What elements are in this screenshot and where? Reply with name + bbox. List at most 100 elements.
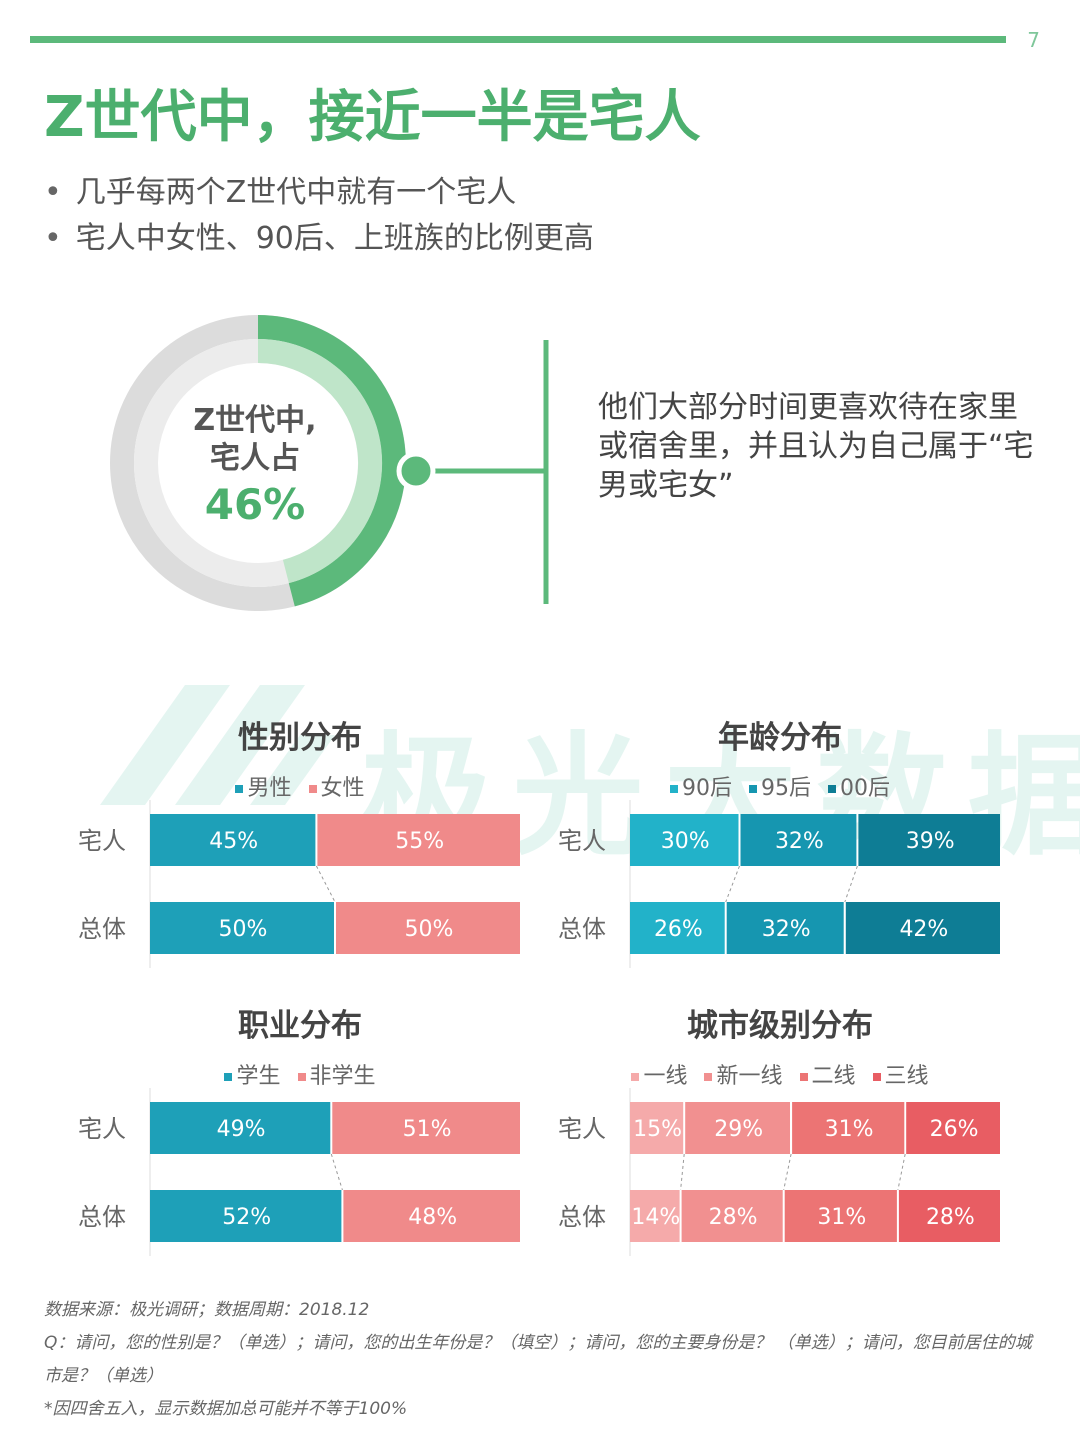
data-label: 55% [395,829,444,854]
bar-segment [726,902,844,954]
chart-legend: 90后 95后 00后 [520,770,1040,802]
legend-label: 非学生 [309,1064,376,1089]
legend-item: 学生 [224,1058,281,1090]
data-label: 52% [222,1205,271,1230]
data-label: 28% [709,1205,758,1230]
bar-segment [630,814,739,866]
legend-label: 男性 [247,776,292,801]
donut-value-arc-inner [257,339,383,584]
bar-segment [150,1190,342,1242]
chart-title: 职业分布 [238,1008,362,1044]
bar-segment [150,814,316,866]
legend-item: 90后 [670,770,732,802]
bar-segment [845,902,1000,954]
survey-question: Q：请问，您的性别是？（单选）；请问，您的出生年份是？（填空）；请问，您的主要身… [44,1333,1032,1386]
rounding-note: *因四舍五入，显示数据加总可能并不等于100% [44,1399,408,1419]
category-label: 宅人 [558,827,606,855]
data-label: 26% [654,917,703,942]
category-label: 宅人 [78,1115,126,1143]
connector-dot [396,451,436,491]
legend-swatch [749,785,757,793]
legend-swatch [799,1073,808,1081]
data-label: 49% [217,1117,266,1142]
bullet-list: 几乎每两个Z世代中就有一个宅人 宅人中女性、90后、上班族的比例更高 [44,170,594,262]
gender-bars: 宅人 45% 55% 总体 50% 50% [78,800,520,968]
legend-swatch [224,1073,233,1081]
page-title: Z世代中，接近一半是宅人 [44,85,701,150]
connector-dash [897,1153,906,1191]
data-label: 51% [403,1117,452,1142]
connector-dash [680,1153,685,1191]
legend-item: 一线 [631,1058,687,1090]
legend-item: 三线 [872,1058,929,1090]
donut-line-2: 宅人占 [210,441,300,476]
bar-segment [858,814,1000,866]
footer-notes: 数据来源：极光调研；数据周期：2018.12 Q：请问，您的性别是？（单选）；请… [44,1294,1044,1426]
data-label: 50% [219,917,268,942]
legend-item: 男性 [235,770,292,802]
chart-title: 性别分布 [238,720,362,756]
legend-label: 新一线 [716,1064,783,1089]
legend-label: 学生 [236,1064,281,1089]
occupation-bars: 宅人 49% 51% 总体 52% 48% [78,1088,520,1256]
data-label: 29% [714,1117,763,1142]
bar-segment [898,1190,1000,1242]
data-label: 42% [899,917,948,942]
legend-item: 女性 [308,770,365,802]
bar-segment [336,902,520,954]
donut-percent: 46% [204,480,306,529]
data-label: 48% [408,1205,457,1230]
bar-segment [681,1190,783,1242]
chart-legend: 学生 非学生 [40,1058,560,1090]
bar-segment [343,1190,520,1242]
age-panel: 年龄分布 90后 95后 00后 宅人 30% 32% 39% 总体 26% 32% 42% [520,712,1040,1002]
data-label: 45% [209,829,258,854]
data-label: 30% [661,829,710,854]
legend-item: 新一线 [704,1058,783,1090]
chart-legend: 一线 新一线 二线 三线 [520,1058,1040,1090]
data-label: 26% [930,1117,979,1142]
data-label: 39% [906,829,955,854]
legend-label: 00后 [840,776,890,801]
legend-swatch [670,785,678,793]
connector-dash [844,865,858,903]
occupation-panel: 职业分布 学生 非学生 宅人 49% 51% 总体 52% 48% [40,1000,560,1290]
data-source: 数据来源：极光调研；数据周期：2018.12 [44,1300,370,1320]
donut-description: 他们大部分时间更喜欢待在家里或宿舍里，并且认为自己属于“宅男或宅女” [598,390,1034,503]
legend-swatch [704,1073,713,1081]
connector-dash [725,865,740,903]
data-label: 31% [817,1205,866,1230]
data-label: 31% [825,1117,874,1142]
bar-segment [150,1102,331,1154]
legend-swatch [828,785,836,793]
top-accent-bar [30,36,1006,43]
bar-segment [784,1190,897,1242]
bar-segment [685,1102,790,1154]
connector-dash [783,1153,792,1191]
bullet-item: 宅人中女性、90后、上班族的比例更高 [44,216,594,262]
data-label: 14% [631,1205,680,1230]
bar-segment [317,814,520,866]
category-label: 总体 [78,1203,126,1231]
legend-swatch [631,1073,640,1081]
data-label: 50% [405,917,454,942]
chart-title: 城市级别分布 [687,1008,873,1044]
data-label: 15% [633,1117,682,1142]
watermark-logo-icon [100,685,335,805]
legend-label: 95后 [761,776,811,801]
bar-segment [150,902,334,954]
bar-segment [332,1102,520,1154]
donut-line-1: Z世代中, [193,403,317,438]
category-label: 总体 [558,915,606,943]
donut-center-label: Z世代中, 宅人占 46% [150,402,360,532]
category-label: 宅人 [558,1115,606,1143]
age-bars: 宅人 30% 32% 39% 总体 26% 32% 42% [558,800,1000,968]
legend-label: 女性 [320,776,365,801]
category-label: 总体 [558,1203,606,1231]
gender-panel: 性别分布 男性 女性 宅人 45% 55% 总体 50% 50% [40,712,560,1002]
legend-swatch [308,785,317,793]
legend-swatch [297,1073,306,1081]
data-label: 32% [775,829,824,854]
category-label: 总体 [78,915,126,943]
chart-title: 年龄分布 [718,720,842,756]
